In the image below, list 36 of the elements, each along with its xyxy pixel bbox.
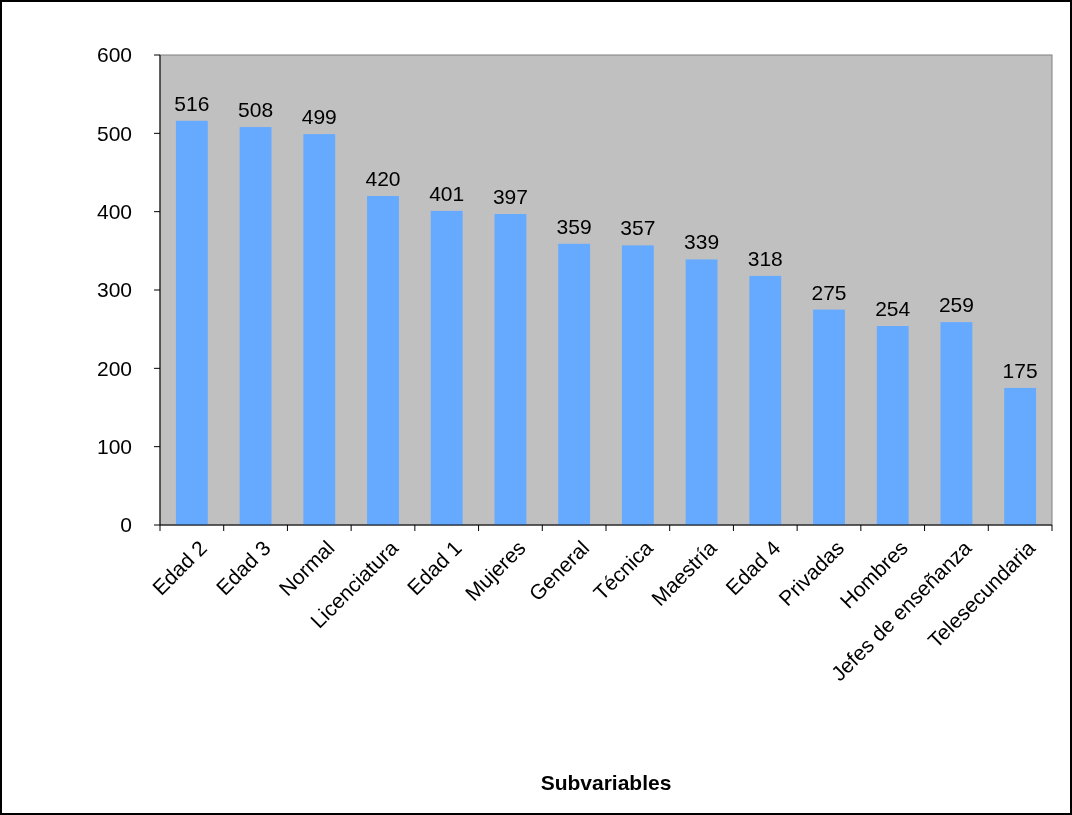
data-label: 339 [684, 230, 720, 254]
data-label: 401 [429, 181, 465, 205]
data-label: 420 [365, 167, 401, 190]
bar [621, 245, 654, 525]
bar [1004, 387, 1037, 525]
y-tick-label: 400 [96, 200, 132, 224]
bar [303, 134, 336, 525]
y-tick-label: 300 [96, 278, 132, 302]
bar [940, 322, 973, 525]
bar [239, 127, 272, 525]
data-label: 359 [556, 214, 592, 238]
data-label: 508 [238, 98, 274, 122]
data-label: 397 [492, 185, 528, 209]
data-label: 516 [174, 91, 210, 115]
data-label: 499 [301, 105, 337, 129]
bar [175, 120, 208, 525]
x-axis-title: Subvariables [540, 771, 672, 794]
bar [749, 275, 782, 525]
data-label: 175 [1002, 358, 1038, 382]
y-tick-label: 600 [96, 43, 132, 67]
data-label: 275 [811, 280, 847, 304]
data-label: 318 [747, 246, 783, 270]
data-label: 259 [938, 293, 974, 317]
bar [813, 309, 845, 525]
bar [685, 259, 718, 525]
bar [558, 243, 591, 525]
bar [494, 214, 527, 525]
y-tick-label: 200 [96, 356, 132, 380]
bar [430, 210, 463, 525]
y-tick-label: 500 [96, 121, 132, 145]
y-tick-label: 0 [120, 513, 132, 537]
bar [876, 326, 909, 525]
data-label: 254 [875, 297, 911, 321]
data-label: 357 [620, 216, 656, 240]
y-tick-label: 100 [96, 435, 132, 459]
bar [367, 196, 399, 525]
